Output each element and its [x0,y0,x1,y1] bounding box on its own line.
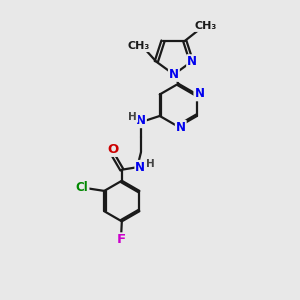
Text: F: F [117,233,126,246]
Text: N: N [135,161,145,174]
Text: N: N [194,87,204,101]
Text: N: N [169,68,179,81]
Text: N: N [176,121,186,134]
Text: CH₃: CH₃ [127,41,149,51]
Text: H: H [128,112,137,122]
Text: Cl: Cl [76,181,88,194]
Text: N: N [187,55,197,68]
Text: CH₃: CH₃ [194,21,217,31]
Text: H: H [146,159,155,169]
Text: N: N [136,114,146,127]
Text: O: O [107,143,118,156]
